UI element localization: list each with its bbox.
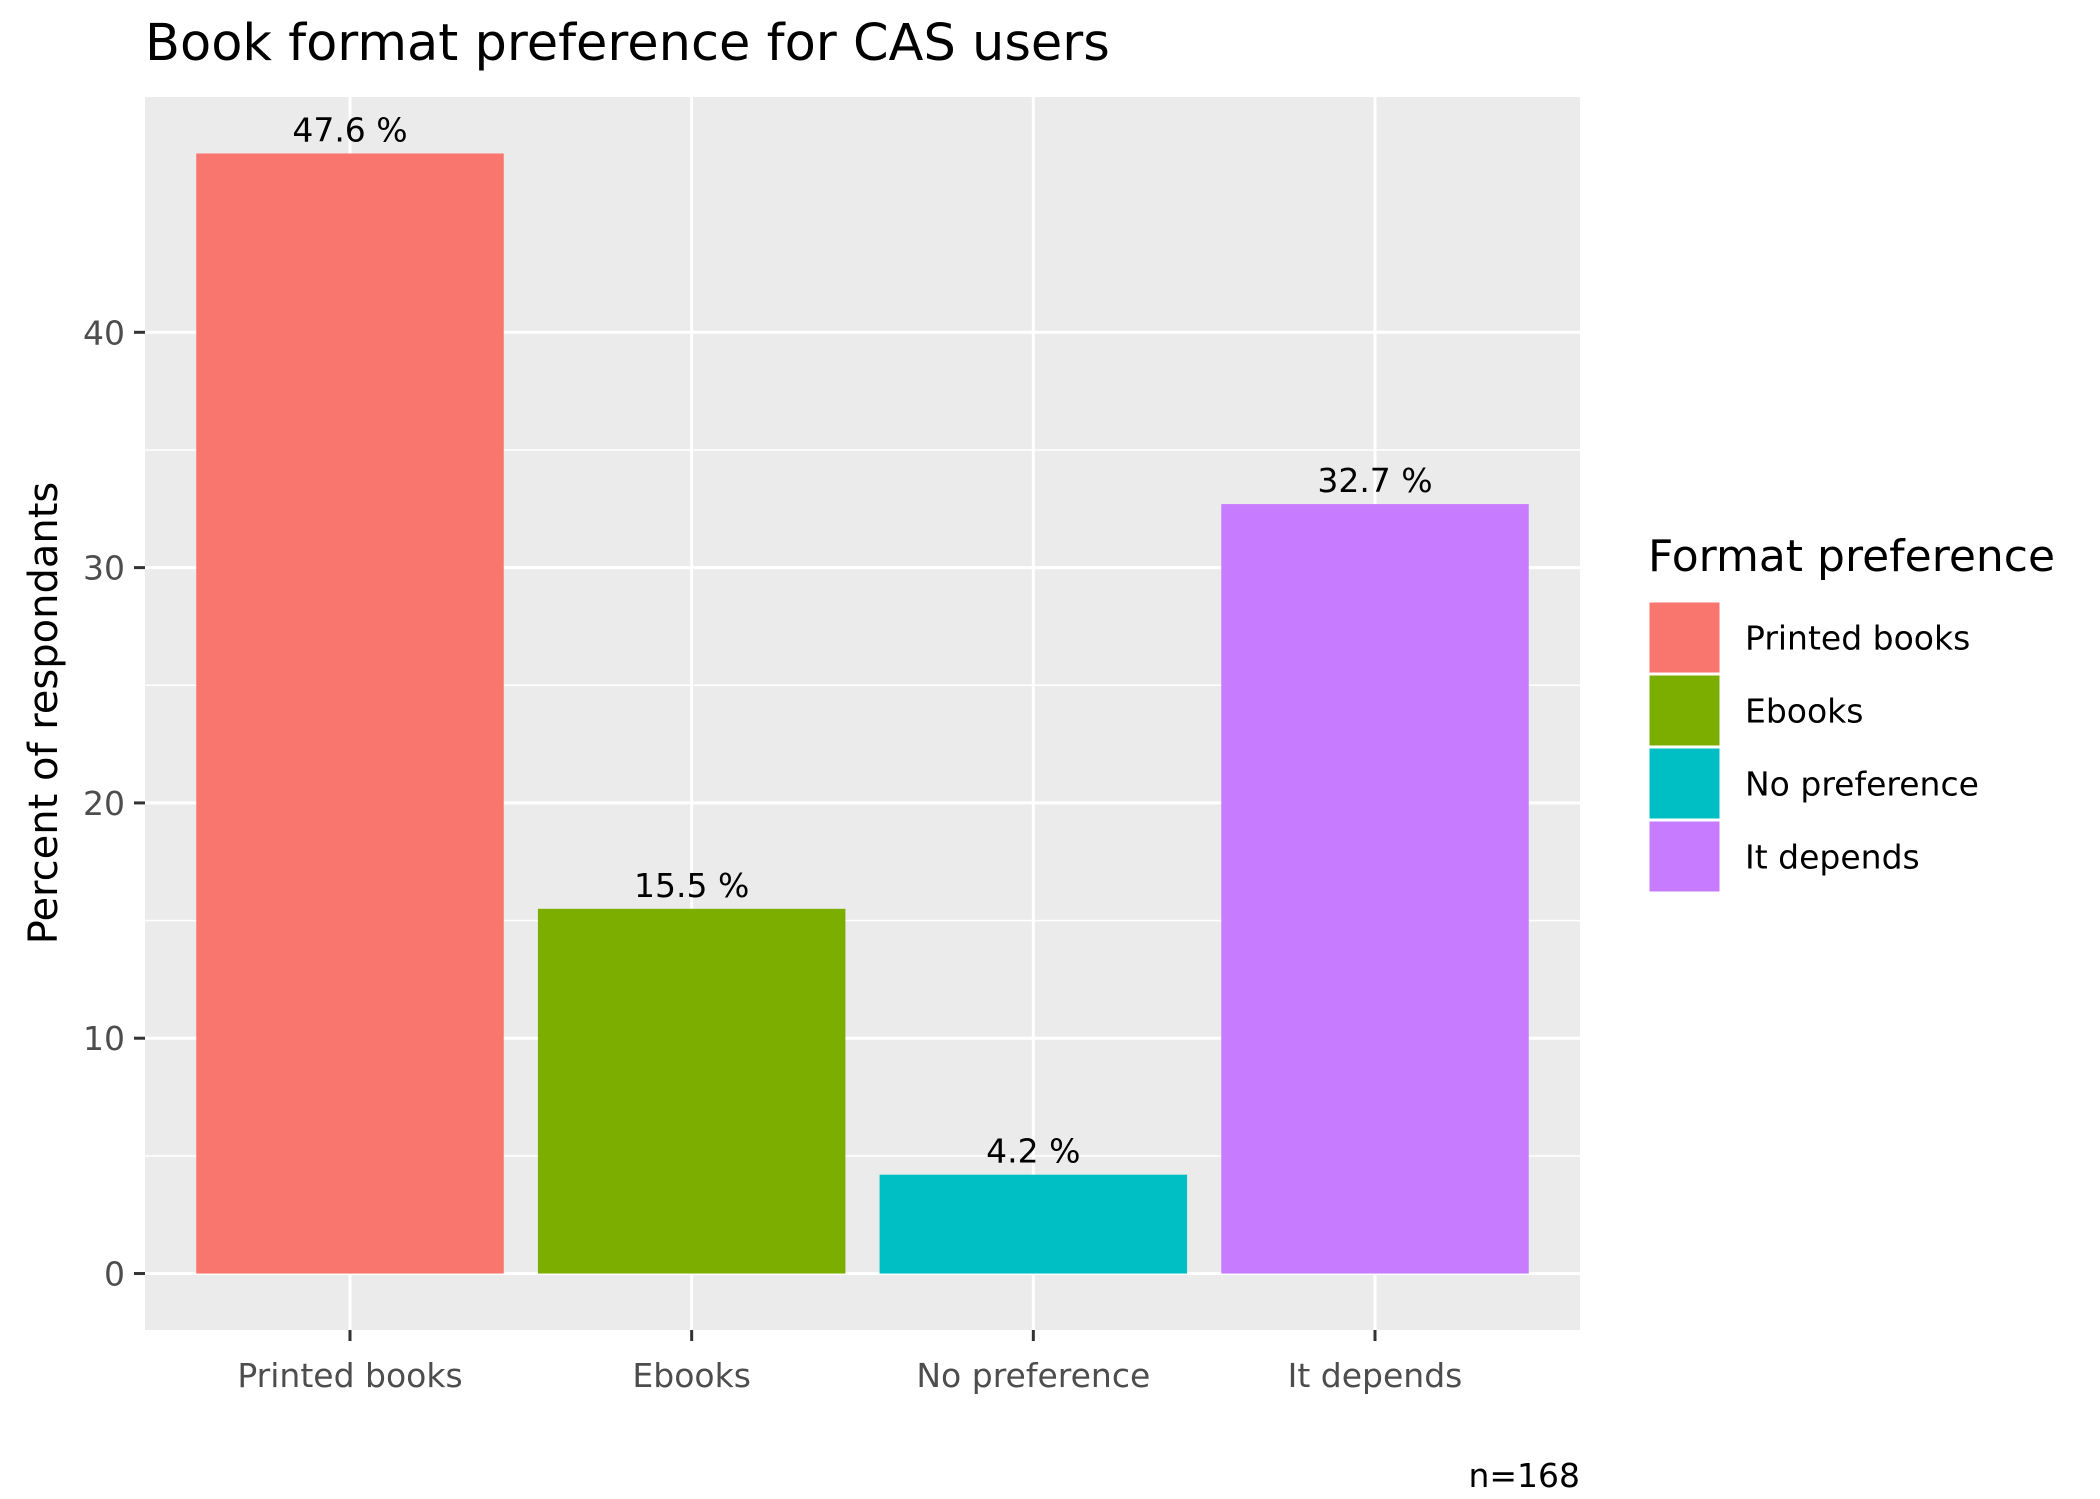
data-labels: 47.6 % 15.5 % 4.2 % 32.7 % (292, 110, 1432, 1170)
legend-title: Format preference (1648, 531, 2055, 582)
y-tick-label: 0 (104, 1255, 125, 1294)
y-tick-label: 30 (83, 549, 125, 588)
y-tick-label: 20 (83, 784, 125, 823)
x-tick-label: Printed books (237, 1356, 462, 1395)
bar-2 (879, 1174, 1188, 1274)
x-tick-label: Ebooks (632, 1356, 750, 1395)
axes: 0 10 20 30 40 Printed books Ebooks No preferenc… (83, 313, 1462, 1395)
legend: Format preference Printed books Ebooks No … (1646, 531, 2055, 895)
legend-key-2 (1646, 745, 1723, 822)
legend-label-1: Ebooks (1745, 692, 1863, 731)
data-label-0: 47.6 % (292, 110, 407, 149)
chart-title: Book format preference for CAS users (145, 14, 1110, 73)
data-label-3: 32.7 % (1317, 461, 1432, 500)
legend-key-1 (1646, 672, 1723, 749)
caption-sample-size: n=168 (1468, 1456, 1580, 1495)
legend-key-0 (1646, 599, 1723, 676)
data-label-1: 15.5 % (634, 866, 749, 905)
y-tick-label: 10 (83, 1019, 125, 1058)
data-label-2: 4.2 % (986, 1132, 1080, 1171)
x-tick-label: It depends (1288, 1356, 1463, 1395)
bar-3 (1221, 504, 1529, 1274)
bar-0 (196, 153, 504, 1274)
legend-key-3 (1646, 818, 1723, 895)
y-axis-title: Percent of respondants (21, 482, 67, 945)
legend-label-0: Printed books (1745, 619, 1970, 658)
legend-label-3: It depends (1745, 838, 1920, 877)
legend-label-2: No preference (1745, 765, 1979, 804)
x-tick-label: No preference (916, 1356, 1150, 1395)
y-tick-label: 40 (83, 313, 125, 352)
bars (196, 153, 1529, 1274)
bar-1 (537, 908, 846, 1274)
